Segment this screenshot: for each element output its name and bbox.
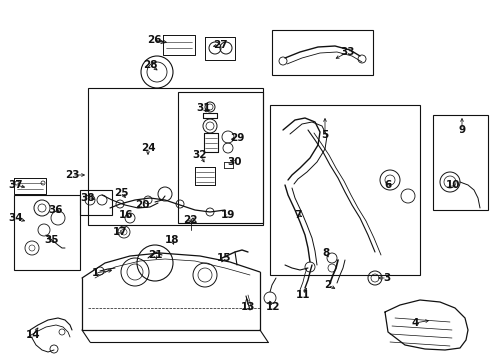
Text: 18: 18	[165, 235, 179, 245]
Text: 1: 1	[91, 268, 98, 278]
Text: 33: 33	[341, 47, 355, 57]
Text: 29: 29	[230, 133, 244, 143]
Text: 19: 19	[221, 210, 235, 220]
Bar	[270, 105, 420, 275]
Text: 21: 21	[148, 250, 162, 260]
Text: 22: 22	[183, 215, 197, 225]
Text: 20: 20	[135, 200, 149, 210]
Bar	[80, 190, 112, 215]
Text: 5: 5	[321, 130, 329, 140]
Text: 12: 12	[266, 302, 280, 312]
Text: 6: 6	[384, 180, 392, 190]
Text: 7: 7	[294, 210, 302, 220]
Text: 2: 2	[324, 280, 332, 290]
Text: 35: 35	[45, 235, 59, 245]
Text: 26: 26	[147, 35, 161, 45]
Text: 4: 4	[411, 318, 418, 328]
Text: 13: 13	[241, 302, 255, 312]
Text: 15: 15	[217, 253, 231, 263]
Text: 31: 31	[197, 103, 211, 113]
Text: 27: 27	[213, 40, 227, 50]
Bar	[88, 88, 263, 225]
Text: 36: 36	[49, 205, 63, 215]
Text: 11: 11	[296, 290, 310, 300]
Text: 37: 37	[9, 180, 24, 190]
Text: 28: 28	[143, 60, 157, 70]
Text: 23: 23	[65, 170, 79, 180]
Text: 9: 9	[459, 125, 466, 135]
Bar	[272, 30, 373, 75]
Text: 25: 25	[114, 188, 128, 198]
Text: 10: 10	[446, 180, 460, 190]
Text: 14: 14	[25, 330, 40, 340]
Bar	[14, 195, 80, 270]
Text: 24: 24	[141, 143, 155, 153]
Text: 16: 16	[119, 210, 133, 220]
Bar	[433, 115, 488, 210]
Text: 32: 32	[193, 150, 207, 160]
Text: 17: 17	[113, 227, 127, 237]
Text: 38: 38	[81, 193, 95, 203]
Bar	[178, 92, 263, 223]
Text: 3: 3	[383, 273, 391, 283]
Text: 8: 8	[322, 248, 330, 258]
Text: 34: 34	[9, 213, 24, 223]
Text: 30: 30	[228, 157, 242, 167]
